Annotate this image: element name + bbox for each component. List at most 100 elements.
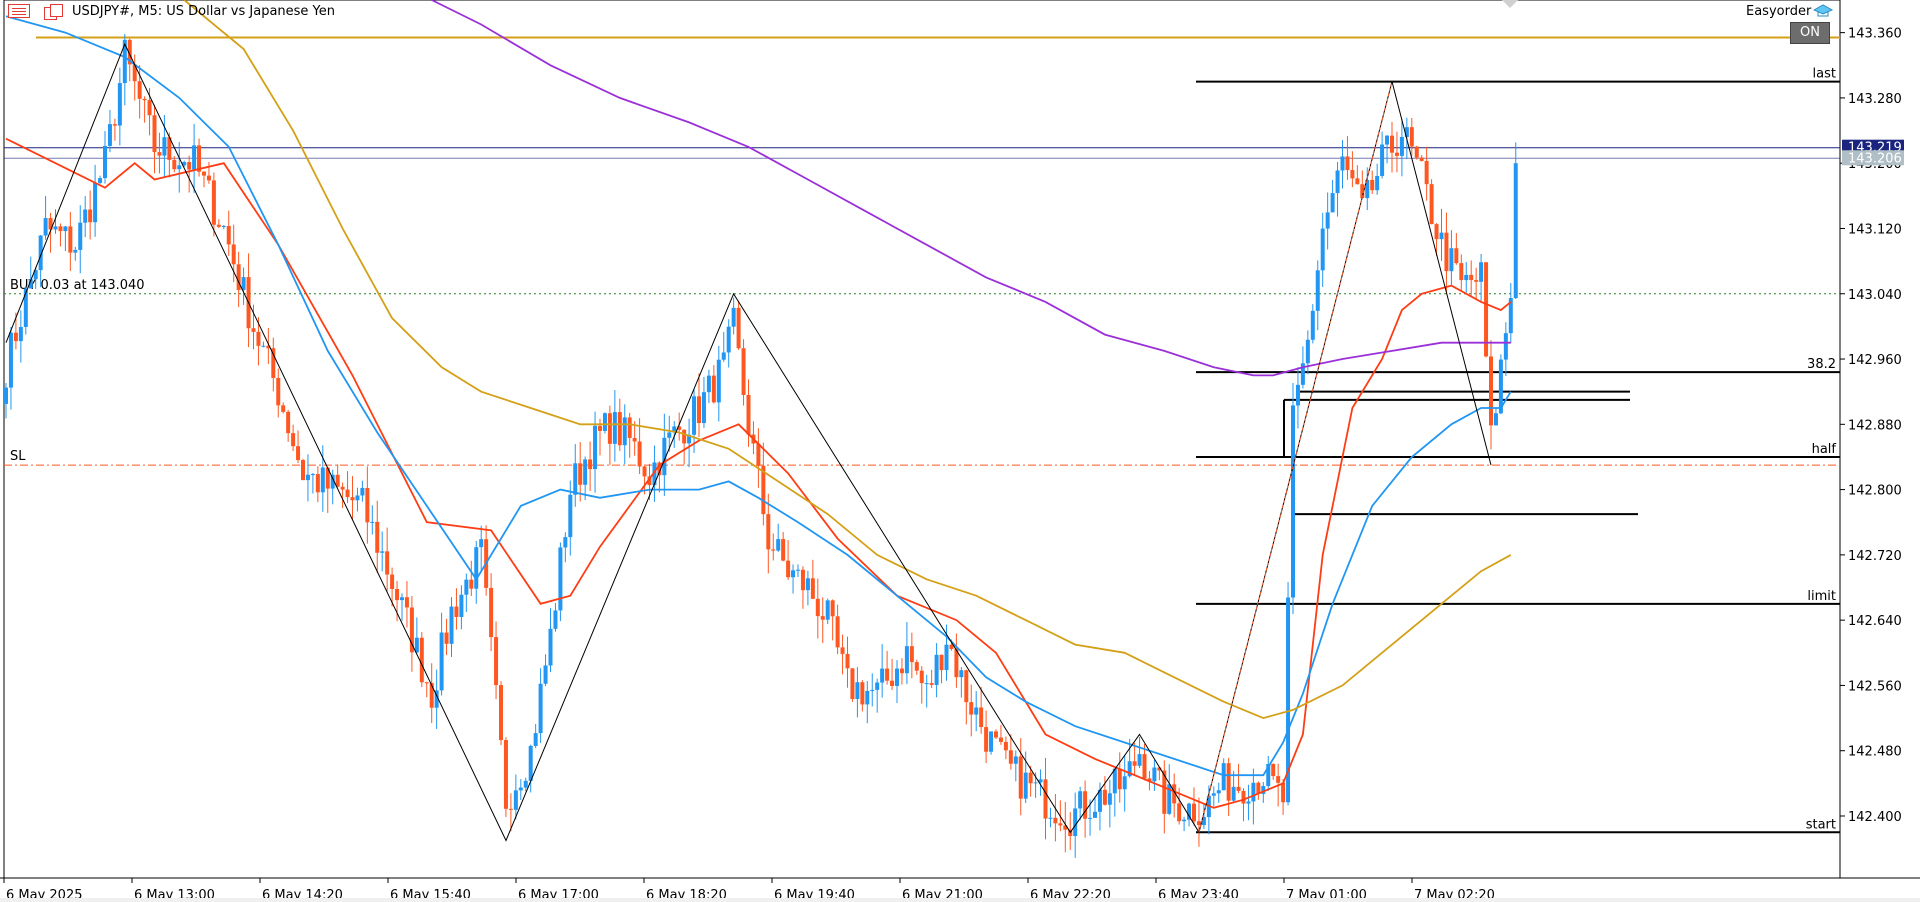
candle-body <box>1231 786 1236 801</box>
candle-body <box>1028 772 1033 784</box>
candle-body <box>1132 761 1137 766</box>
candle-body <box>1073 808 1078 836</box>
candle-body <box>726 326 731 353</box>
candle-body <box>1177 803 1182 822</box>
y-tick-label: 142.960 <box>1848 353 1902 368</box>
candle-body <box>335 474 340 487</box>
candle-body <box>503 740 508 809</box>
y-tick-label: 142.800 <box>1848 484 1902 499</box>
candle-body <box>281 405 286 412</box>
candle-body <box>211 180 216 225</box>
candle-body <box>345 489 350 498</box>
candle-body <box>1310 310 1315 340</box>
chart-window-icon[interactable] <box>44 4 64 24</box>
candle-body <box>1404 127 1409 137</box>
candle-body <box>1489 356 1493 426</box>
candle-body <box>439 632 444 691</box>
candle-body <box>781 539 786 561</box>
candle-body <box>1053 817 1058 824</box>
candle-body <box>706 375 711 393</box>
candle-body <box>48 218 53 230</box>
candle-body <box>147 100 152 116</box>
candle-body <box>721 352 726 360</box>
candle-body <box>939 654 944 671</box>
candle-body <box>1464 274 1469 281</box>
candle-body <box>1350 170 1355 179</box>
candle-body <box>855 682 860 700</box>
candle-body <box>845 653 850 669</box>
candle-body <box>256 331 261 346</box>
candle-body <box>870 689 875 691</box>
candle-body <box>805 578 810 591</box>
candle-body <box>479 539 484 548</box>
candle-body <box>1097 789 1102 812</box>
ea-on-badge[interactable]: ON <box>1790 22 1830 44</box>
candle-body <box>1429 184 1434 225</box>
candle-body <box>914 662 919 671</box>
candle-body <box>1469 274 1474 281</box>
candle-body <box>122 39 127 84</box>
candle-body <box>1439 232 1444 240</box>
candle-body <box>1399 136 1404 156</box>
candle-body <box>1394 152 1399 156</box>
candle-body <box>617 412 622 446</box>
candle-body <box>53 226 58 230</box>
level-label: start <box>1806 817 1836 832</box>
candle-body <box>771 549 776 551</box>
candle-body <box>682 429 687 444</box>
candle-body <box>177 165 182 170</box>
candle-body <box>68 226 73 253</box>
ea-name: Easyorder <box>1746 4 1812 19</box>
candle-body <box>1315 270 1320 311</box>
chart-menu-icon[interactable] <box>8 4 30 22</box>
candle-body <box>741 348 746 395</box>
candle-body <box>1300 363 1305 385</box>
candle-body <box>1063 825 1068 830</box>
candle-body <box>1325 212 1330 229</box>
candle-body <box>390 574 395 589</box>
candle-body <box>810 578 815 599</box>
candle-body <box>409 607 414 653</box>
candle-body <box>1355 178 1360 185</box>
candle-body <box>1375 175 1380 191</box>
candle-body <box>974 707 979 715</box>
candle-body <box>142 98 147 101</box>
candle-body <box>964 670 969 703</box>
candle-body <box>944 644 949 671</box>
candle-body <box>1276 776 1281 783</box>
candle-body <box>830 600 835 617</box>
order-line-label: BUY 0.03 at 143.040 <box>10 278 145 293</box>
candle-body <box>1291 405 1295 598</box>
bottom-scroll-area[interactable] <box>0 898 1920 902</box>
candle-body <box>1107 793 1112 805</box>
candle-body <box>865 690 870 705</box>
y-tick-label: 142.880 <box>1848 418 1902 433</box>
candle-body <box>8 332 13 388</box>
candle-body <box>1182 819 1187 822</box>
y-tick-label: 143.360 <box>1848 27 1902 42</box>
candle-body <box>1167 784 1172 814</box>
candle-body <box>989 731 994 752</box>
candle-body <box>1513 163 1518 299</box>
candle-body <box>1281 782 1286 803</box>
candle-body <box>904 646 909 674</box>
candle-body <box>627 417 632 438</box>
candle-body <box>4 387 8 404</box>
candle-body <box>840 647 845 654</box>
y-tick-label: 143.280 <box>1848 92 1902 107</box>
candle-body <box>350 497 355 501</box>
candle-body <box>1493 413 1498 426</box>
y-tick-label: 143.040 <box>1848 288 1902 303</box>
candle-body <box>1033 782 1038 784</box>
candle-body <box>13 332 18 342</box>
candle-body <box>1484 262 1489 357</box>
candle-body <box>929 683 934 685</box>
candle-body <box>697 396 701 424</box>
candle-body <box>508 808 513 810</box>
candle-body <box>474 547 479 589</box>
candle-body <box>791 570 796 578</box>
candle-body <box>583 459 588 485</box>
y-tick-label: 142.480 <box>1848 745 1902 760</box>
